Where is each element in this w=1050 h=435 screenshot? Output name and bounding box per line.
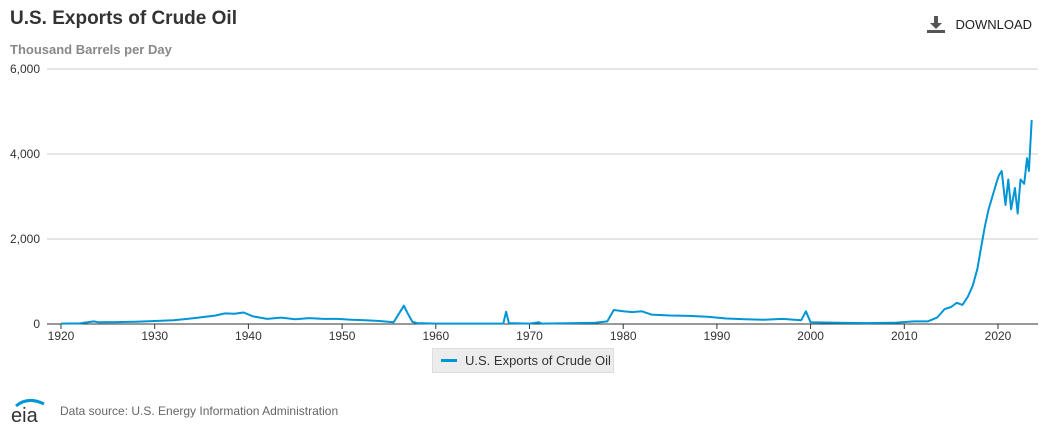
legend-label: U.S. Exports of Crude Oil bbox=[465, 353, 611, 368]
x-tick-label: 2010 bbox=[891, 329, 918, 343]
legend-item[interactable]: U.S. Exports of Crude Oil bbox=[432, 348, 614, 373]
x-tick-label: 1970 bbox=[516, 329, 543, 343]
eia-logo: eia bbox=[11, 399, 45, 424]
series-line-us-crude-exports bbox=[60, 119, 1033, 325]
y-tick-label: 0 bbox=[33, 317, 40, 331]
x-tick-label: 2020 bbox=[985, 329, 1012, 343]
x-tick-label: 1990 bbox=[704, 329, 731, 343]
x-tick-label: 1980 bbox=[610, 329, 637, 343]
download-label: DOWNLOAD bbox=[955, 17, 1032, 32]
legend-swatch bbox=[441, 359, 457, 362]
download-button[interactable]: DOWNLOAD bbox=[927, 16, 1032, 33]
x-tick-label: 1960 bbox=[422, 329, 449, 343]
download-icon bbox=[927, 16, 946, 33]
footer: eia Data source: U.S. Energy Information… bbox=[10, 398, 338, 424]
data-source: Data source: U.S. Energy Information Adm… bbox=[60, 404, 339, 418]
x-tick-label: 1950 bbox=[329, 329, 356, 343]
x-tick-label: 1930 bbox=[141, 329, 168, 343]
y-tick-label: 6,000 bbox=[10, 62, 40, 76]
y-tick-label: 4,000 bbox=[10, 147, 40, 161]
units-subtitle: Thousand Barrels per Day bbox=[10, 42, 172, 57]
chart-title: U.S. Exports of Crude Oil bbox=[10, 8, 237, 29]
x-tick-label: 1920 bbox=[48, 329, 75, 343]
y-tick-label: 2,000 bbox=[10, 232, 40, 246]
line-chart: 0 2,000 4,000 6,000 1920 1930 1940 1950 1960 1970… bbox=[10, 62, 1038, 343]
x-tick-label: 1940 bbox=[235, 329, 262, 343]
x-tick-label: 2000 bbox=[797, 329, 824, 343]
svg-text:eia: eia bbox=[11, 405, 39, 424]
